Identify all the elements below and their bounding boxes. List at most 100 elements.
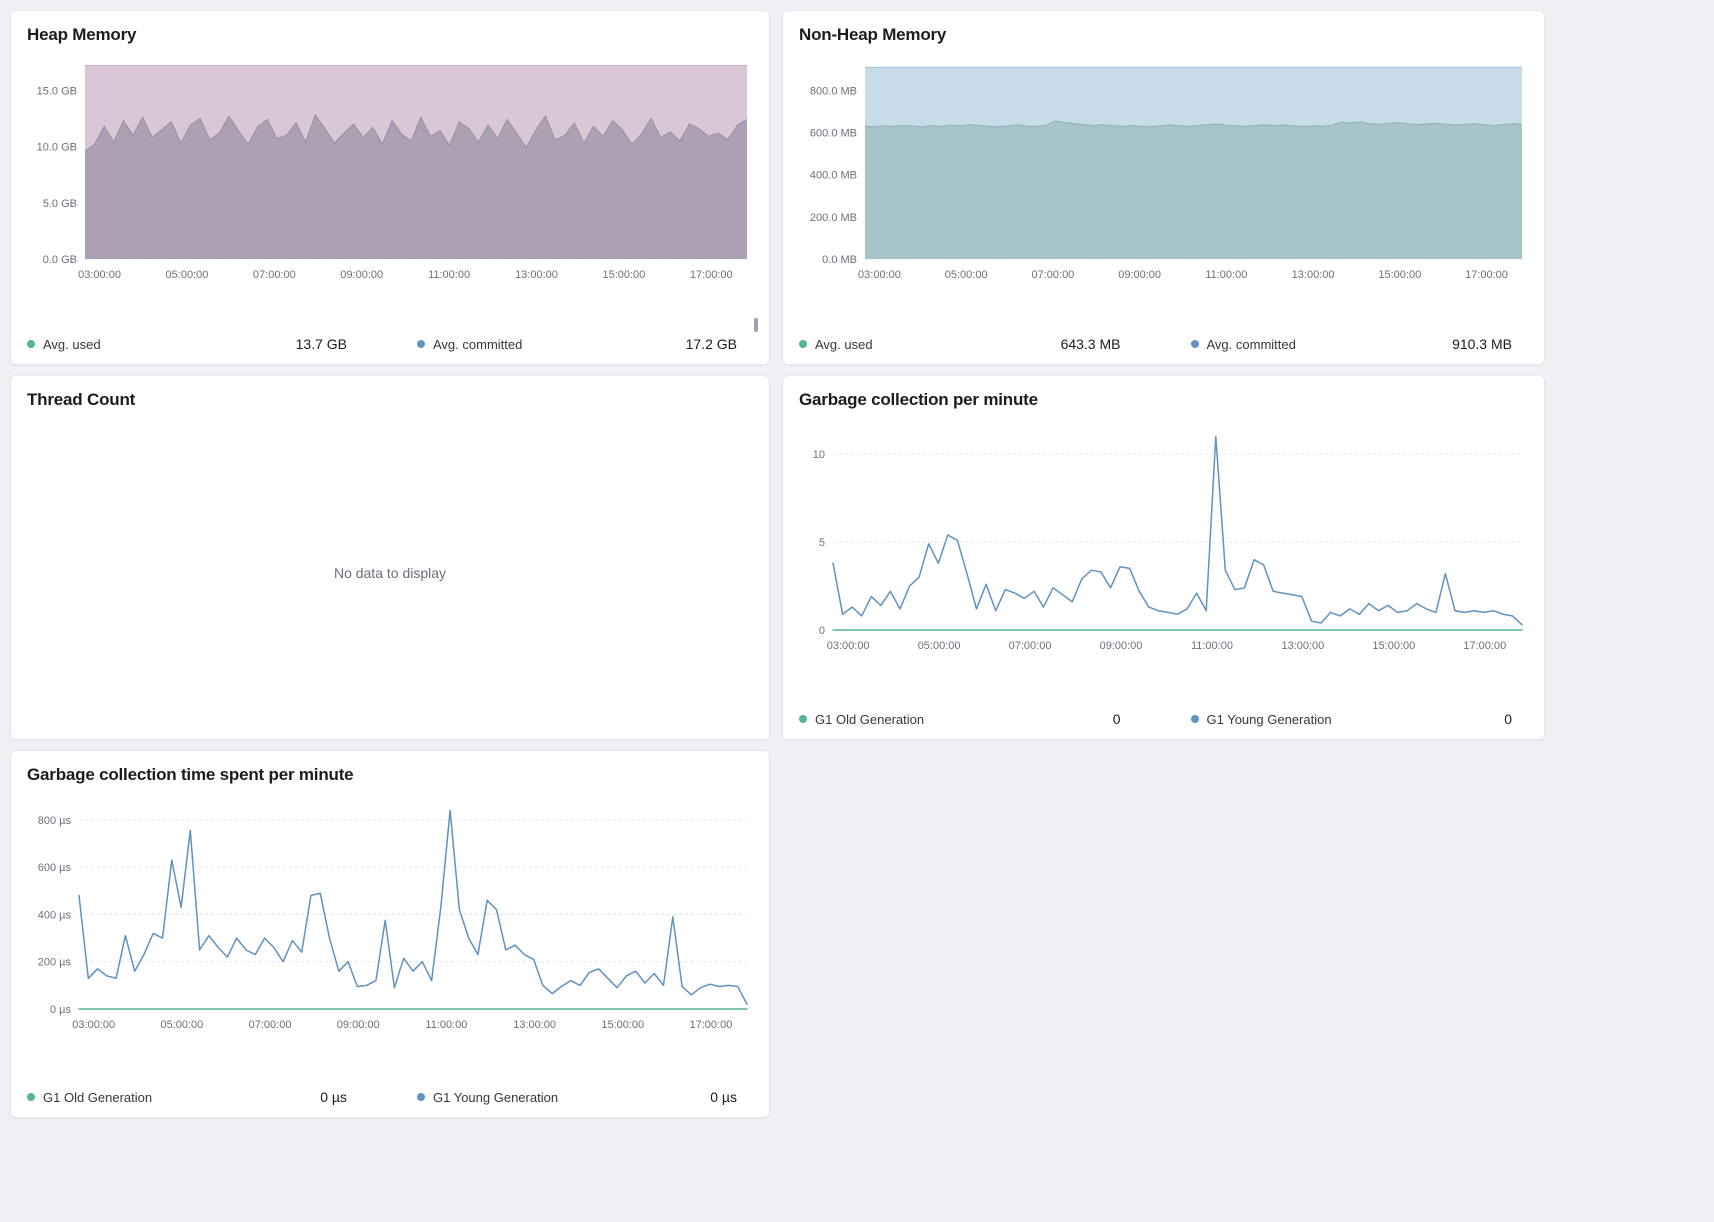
dashboard-grid: Heap Memory 0.0 GB 5.0 GB 10.0 GB 15.0 GB 03… (10, 10, 1545, 1118)
svg-text:0: 0 (819, 625, 825, 637)
series-dot-icon (27, 1093, 35, 1101)
panel-gc-time-per-minute: Garbage collection time spent per minute… (10, 750, 770, 1118)
svg-text:13:00:00: 13:00:00 (1292, 269, 1335, 281)
panel-heap-memory: Heap Memory 0.0 GB 5.0 GB 10.0 GB 15.0 GB 03… (10, 10, 770, 365)
svg-text:09:00:00: 09:00:00 (1100, 640, 1143, 652)
svg-text:07:00:00: 07:00:00 (253, 269, 296, 281)
series-dot-icon (799, 340, 807, 348)
legend-value: 13.7 GB (295, 336, 347, 352)
svg-text:09:00:00: 09:00:00 (1118, 269, 1161, 281)
legend: G1 Old Generation 0 µs G1 Young Generati… (27, 1079, 753, 1105)
panel-thread-count: Thread Count No data to display (10, 375, 770, 740)
svg-text:0 µs: 0 µs (50, 1004, 72, 1016)
panel-title: Thread Count (27, 390, 136, 409)
svg-text:11:00:00: 11:00:00 (425, 1019, 467, 1031)
svg-text:15:00:00: 15:00:00 (1378, 269, 1421, 281)
svg-text:200.0 MB: 200.0 MB (810, 212, 857, 224)
svg-text:0.0 GB: 0.0 GB (43, 254, 77, 266)
legend-item-g1-young[interactable]: G1 Young Generation 0 µs (417, 1089, 737, 1105)
svg-text:400 µs: 400 µs (38, 909, 72, 921)
svg-text:03:00:00: 03:00:00 (78, 269, 121, 281)
svg-text:13:00:00: 13:00:00 (1281, 640, 1324, 652)
gc-per-minute-chart[interactable]: 0 5 10 03:00:00 05:00:00 07:00:00 09:00:00 11:0… (799, 418, 1528, 656)
legend-label: G1 Old Generation (815, 711, 925, 727)
legend-item-avg-committed[interactable]: Avg. committed 910.3 MB (1190, 336, 1512, 352)
heap-memory-chart-svg[interactable]: 0.0 GB 5.0 GB 10.0 GB 15.0 GB 03:00:00 05:00:… (27, 53, 755, 285)
svg-text:800.0 MB: 800.0 MB (810, 85, 857, 97)
svg-text:13:00:00: 13:00:00 (513, 1019, 556, 1031)
no-data-message: No data to display (333, 564, 447, 581)
legend-value: 0 (1112, 711, 1121, 727)
svg-text:600.0 MB: 600.0 MB (810, 128, 857, 140)
legend: Avg. used 13.7 GB Avg. committed 17.2 GB (27, 326, 753, 352)
legend-value: 0 µs (320, 1089, 347, 1105)
empty-cell (782, 750, 1545, 1118)
legend-item-avg-used[interactable]: Avg. used 13.7 GB (27, 336, 347, 352)
heap-memory-chart[interactable]: 0.0 GB 5.0 GB 10.0 GB 15.0 GB 03:00:00 05:00:… (27, 53, 753, 285)
legend-item-avg-used[interactable]: Avg. used 643.3 MB (799, 336, 1121, 352)
gc-per-minute-chart-svg[interactable]: 0 5 10 03:00:00 05:00:00 07:00:00 09:00:00 11:0… (799, 418, 1530, 656)
svg-text:600 µs: 600 µs (38, 862, 72, 874)
legend-item-g1-old[interactable]: G1 Old Generation 0 (799, 711, 1121, 727)
svg-text:800 µs: 800 µs (38, 815, 72, 827)
svg-text:13:00:00: 13:00:00 (515, 269, 558, 281)
legend: Avg. used 643.3 MB Avg. committed 910.3 … (799, 326, 1528, 352)
series-dot-icon (799, 715, 807, 723)
gc-time-chart[interactable]: 0 µs 200 µs 400 µs 600 µs 800 µs 03:00:00 05:0… (27, 793, 753, 1035)
legend-value: 17.2 GB (685, 336, 737, 352)
svg-text:17:00:00: 17:00:00 (690, 1019, 733, 1031)
svg-text:03:00:00: 03:00:00 (72, 1019, 115, 1031)
svg-text:03:00:00: 03:00:00 (858, 269, 901, 281)
panel-title: Garbage collection per minute (799, 390, 1038, 409)
svg-text:11:00:00: 11:00:00 (1205, 269, 1247, 281)
svg-text:05:00:00: 05:00:00 (160, 1019, 203, 1031)
gc-time-chart-svg[interactable]: 0 µs 200 µs 400 µs 600 µs 800 µs 03:00:00 05:0… (27, 793, 755, 1035)
series-dot-icon (417, 340, 425, 348)
svg-text:17:00:00: 17:00:00 (1463, 640, 1506, 652)
series-dot-icon (1190, 715, 1199, 723)
svg-text:15:00:00: 15:00:00 (602, 269, 645, 281)
svg-text:0.0 MB: 0.0 MB (822, 254, 857, 266)
svg-text:17:00:00: 17:00:00 (1465, 269, 1508, 281)
svg-text:15:00:00: 15:00:00 (1372, 640, 1415, 652)
svg-text:15:00:00: 15:00:00 (601, 1019, 644, 1031)
svg-text:11:00:00: 11:00:00 (1191, 640, 1233, 652)
legend-label: Avg. used (815, 336, 873, 352)
legend-label: G1 Old Generation (43, 1089, 153, 1105)
legend-item-g1-old[interactable]: G1 Old Generation 0 µs (27, 1089, 347, 1105)
legend-value: 0 µs (710, 1089, 737, 1105)
svg-text:5: 5 (819, 537, 825, 549)
svg-text:09:00:00: 09:00:00 (340, 269, 383, 281)
legend-value: 910.3 MB (1452, 336, 1512, 352)
svg-text:200 µs: 200 µs (38, 957, 72, 969)
svg-text:5.0 GB: 5.0 GB (43, 198, 77, 210)
svg-text:10: 10 (813, 449, 825, 461)
svg-text:03:00:00: 03:00:00 (827, 640, 870, 652)
svg-text:05:00:00: 05:00:00 (945, 269, 988, 281)
svg-text:10.0 GB: 10.0 GB (37, 142, 77, 154)
svg-text:09:00:00: 09:00:00 (337, 1019, 380, 1031)
svg-text:07:00:00: 07:00:00 (1009, 640, 1052, 652)
svg-text:17:00:00: 17:00:00 (690, 269, 733, 281)
svg-text:07:00:00: 07:00:00 (1031, 269, 1074, 281)
svg-text:400.0 MB: 400.0 MB (810, 170, 857, 182)
svg-text:05:00:00: 05:00:00 (166, 269, 209, 281)
legend-label: G1 Young Generation (433, 1089, 559, 1105)
legend-item-g1-young[interactable]: G1 Young Generation 0 (1190, 711, 1512, 727)
panel-gc-per-minute: Garbage collection per minute 0 5 10 03:00:… (782, 375, 1545, 740)
panel-title: Garbage collection time spent per minute (27, 765, 354, 784)
non-heap-memory-chart[interactable]: 0.0 MB 200.0 MB 400.0 MB 600.0 MB 800.0 MB 03… (799, 53, 1528, 285)
legend-value: 643.3 MB (1060, 336, 1121, 352)
non-heap-memory-chart-svg[interactable]: 0.0 MB 200.0 MB 400.0 MB 600.0 MB 800.0 MB 03… (799, 53, 1530, 285)
legend-value: 0 (1504, 711, 1512, 727)
svg-text:07:00:00: 07:00:00 (249, 1019, 292, 1031)
legend-item-avg-committed[interactable]: Avg. committed 17.2 GB (417, 336, 737, 352)
series-dot-icon (1190, 340, 1199, 348)
series-dot-icon (27, 340, 35, 348)
svg-text:15.0 GB: 15.0 GB (37, 85, 77, 97)
legend: G1 Old Generation 0 G1 Young Generation … (799, 701, 1528, 727)
legend-label: Avg. committed (433, 336, 523, 352)
panel-title: Non-Heap Memory (799, 25, 947, 44)
legend-scrollbar[interactable] (754, 318, 758, 332)
panel-non-heap-memory: Non-Heap Memory 0.0 MB 200.0 MB 400.0 MB 60… (782, 10, 1545, 365)
